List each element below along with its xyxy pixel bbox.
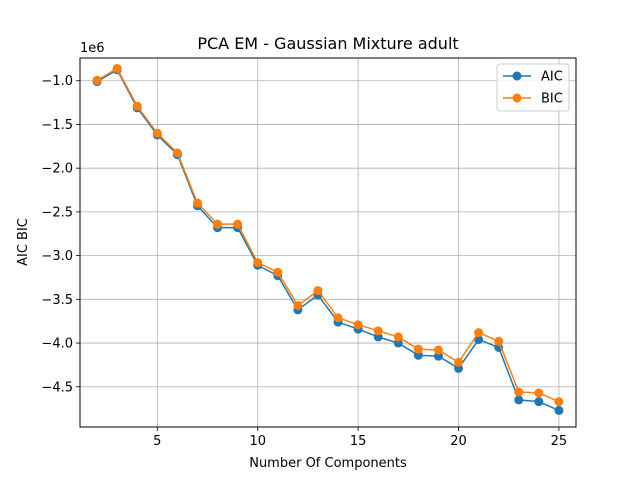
bic-point (273, 267, 283, 277)
bic-point (92, 75, 102, 85)
aic-point (514, 395, 524, 405)
bic-point (554, 397, 564, 407)
y-axis-title: AIC BIC (16, 218, 31, 266)
y-offset-label: 1e6 (80, 41, 105, 56)
bic-point (494, 336, 504, 346)
bic-point (333, 313, 343, 323)
legend-bic-label: BIC (541, 92, 563, 107)
bic-point (393, 332, 403, 342)
bic-point (353, 320, 363, 330)
x-tick-label: 10 (249, 434, 266, 449)
series-layer (92, 63, 564, 415)
x-tick-label: 5 (153, 434, 161, 449)
bic-point (213, 219, 223, 229)
x-tick-label: 20 (450, 434, 467, 449)
axis-layer: 5 10 15 20 25 −1.0 −1.5 −2.0 −2.5 −3.0 −3.5 −4.0 −4.… (41, 74, 567, 449)
bic-point (172, 148, 182, 158)
y-tick-label: −2.0 (41, 162, 73, 177)
y-tick-label: −4.0 (41, 337, 73, 352)
bic-point (534, 388, 544, 398)
bic-point (514, 387, 524, 397)
grid-layer (80, 58, 576, 427)
x-axis-title: Number Of Components (249, 456, 407, 471)
bic-point (454, 357, 464, 367)
legend-aic-label: AIC (541, 70, 563, 85)
bic-point (313, 286, 323, 296)
series-bic (92, 63, 564, 407)
y-tick-label: −4.5 (41, 380, 73, 395)
bic-point (474, 328, 484, 338)
x-tick-label: 25 (551, 434, 568, 449)
bic-point (192, 198, 202, 208)
legend: AIC BIC (496, 63, 570, 112)
y-tick-label: −2.5 (41, 205, 73, 220)
bic-point (373, 326, 383, 336)
x-tick-label: 15 (350, 434, 367, 449)
y-tick-label: −1.0 (41, 74, 73, 89)
bic-point (233, 219, 243, 229)
bic-point (253, 258, 263, 268)
y-tick-label: −3.0 (41, 249, 73, 264)
legend-bic-marker (512, 93, 522, 103)
legend-aic-marker (512, 71, 522, 81)
bic-point (433, 345, 443, 355)
aic-point (474, 335, 484, 345)
aic-point (554, 405, 564, 415)
bic-point (152, 128, 162, 138)
y-tick-label: −1.5 (41, 118, 73, 133)
chart-title: PCA EM - Gaussian Mixture adult (197, 34, 458, 53)
bic-point (112, 63, 122, 73)
aic-point (534, 397, 544, 407)
bic-point (413, 344, 423, 354)
plot-frame (79, 57, 577, 428)
y-tick-label: −3.5 (41, 293, 73, 308)
bic-point (293, 300, 303, 310)
bic-point (132, 101, 142, 111)
